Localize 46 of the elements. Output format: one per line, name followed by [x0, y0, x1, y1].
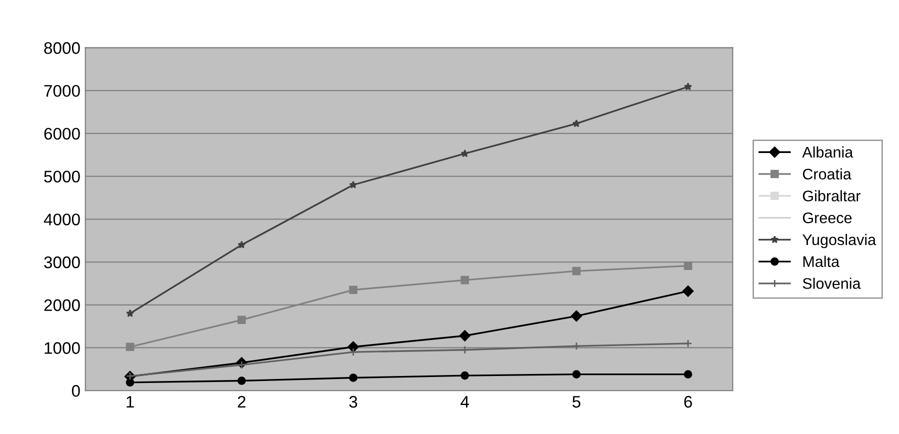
y-tick-label: 0 [72, 385, 80, 397]
point [570, 310, 582, 322]
y-tick-label: 5000 [44, 170, 80, 183]
y-tick-label: 7000 [44, 85, 80, 97]
y-tick-label: 2000 [44, 299, 80, 312]
legend-label: Slovenia [802, 278, 861, 289]
point [349, 348, 358, 356]
legend-label: Yugoslavia [802, 234, 876, 248]
point [682, 286, 694, 297]
y-tick-label: 8000 [44, 42, 80, 54]
x-tick-label: 2 [238, 396, 246, 408]
point [349, 180, 358, 188]
point [349, 286, 358, 294]
point [126, 342, 134, 352]
x-tick-label: 6 [684, 396, 692, 408]
point [572, 370, 581, 378]
point [460, 346, 470, 354]
legend-label: Malta [803, 256, 840, 268]
x-tick-label: 4 [460, 396, 469, 408]
point [237, 376, 246, 385]
x-tick-label: 1 [126, 396, 134, 408]
point [349, 374, 358, 382]
point [126, 309, 134, 317]
y-tick-label: 6000 [44, 128, 80, 140]
legend-label: Gibraltar [802, 190, 860, 202]
point [572, 266, 581, 276]
legend-label: Greece [802, 212, 852, 224]
y-tick-label: 3000 [44, 256, 80, 268]
point [684, 370, 692, 378]
y-tick-label: 4000 [44, 214, 80, 226]
x-tick-label: 3 [349, 396, 358, 408]
point [238, 240, 246, 248]
point [459, 330, 470, 342]
legend-label: Croatia [802, 168, 852, 180]
point [684, 339, 692, 348]
point [684, 262, 692, 270]
point [460, 276, 470, 284]
point [572, 119, 580, 128]
point [237, 316, 246, 324]
point [684, 82, 692, 90]
point [572, 342, 581, 350]
x-tick-label: 5 [572, 396, 580, 408]
point [460, 149, 469, 158]
legend-label: Albania [802, 146, 854, 158]
point [460, 371, 470, 380]
y-tick-label: 1000 [44, 342, 80, 354]
